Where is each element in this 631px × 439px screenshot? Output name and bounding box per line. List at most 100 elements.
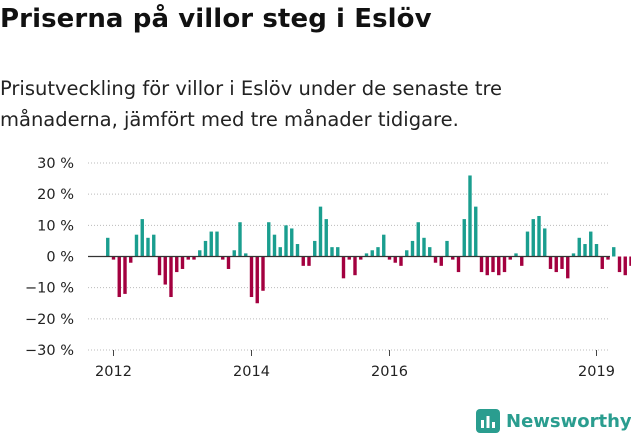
grid-lines <box>88 162 610 351</box>
bar <box>405 250 409 257</box>
bar <box>589 231 593 257</box>
bar <box>111 256 116 260</box>
bar <box>129 256 133 263</box>
bar <box>502 256 507 273</box>
bar <box>364 253 369 257</box>
bar <box>117 256 121 298</box>
bar <box>152 234 156 257</box>
x-tick-label: 2019 <box>578 364 615 380</box>
bar <box>439 256 443 266</box>
bar <box>336 247 340 257</box>
newsworthy-logo-icon <box>476 409 500 433</box>
bar <box>508 256 512 260</box>
bar <box>560 256 564 269</box>
bar <box>520 256 524 266</box>
bar <box>416 222 420 257</box>
bar <box>456 256 461 273</box>
y-tick-label: −10 % <box>25 281 74 297</box>
bar-chart: −30 % −20 % −10 % 0 % 10 % 20 % 30 % 2012 2014 2… <box>25 156 631 380</box>
bar <box>485 256 489 276</box>
bar <box>548 256 553 269</box>
bar <box>238 222 242 257</box>
y-tick-label: 30 % <box>37 156 74 172</box>
bar <box>399 256 403 266</box>
bar <box>612 247 616 257</box>
y-tick-label: −30 % <box>25 343 74 359</box>
bar <box>140 219 144 257</box>
bar <box>249 256 254 298</box>
bar <box>146 237 150 257</box>
bar <box>232 250 236 257</box>
bar <box>606 256 610 260</box>
bar <box>497 256 501 276</box>
bar <box>226 256 231 269</box>
bar <box>531 219 535 257</box>
bar <box>272 234 277 257</box>
bar <box>376 247 380 257</box>
bar <box>594 244 599 257</box>
bar <box>221 256 225 260</box>
bar <box>468 175 472 257</box>
bar <box>525 231 530 257</box>
bar <box>571 253 576 257</box>
y-tick-label: 10 % <box>37 218 74 234</box>
x-tick-label: 2016 <box>371 364 408 380</box>
bar <box>491 256 495 273</box>
y-tick-label: 0 % <box>46 250 74 266</box>
bar <box>134 234 139 257</box>
bar <box>290 228 294 257</box>
y-tick-label: 20 % <box>37 187 74 203</box>
bar <box>382 234 386 257</box>
bar <box>295 244 300 257</box>
bar <box>566 256 570 279</box>
bar <box>192 256 196 260</box>
bar <box>169 256 173 298</box>
bar <box>410 240 415 257</box>
bar <box>244 253 248 257</box>
bar <box>445 240 449 257</box>
newsworthy-logo: Newsworthy <box>476 406 631 436</box>
bar <box>330 247 334 257</box>
bar <box>347 256 351 260</box>
bar <box>180 256 185 269</box>
bar <box>163 256 167 285</box>
bar <box>474 206 478 257</box>
bar <box>462 219 466 257</box>
chart-title: Priserna på villor steg i Eslöv <box>0 4 432 34</box>
chart-subtitle: Prisutveckling för villor i Eslöv under … <box>0 77 503 131</box>
bar <box>370 250 374 257</box>
bar <box>617 256 622 273</box>
bar <box>428 247 432 257</box>
bar <box>284 225 288 257</box>
bar <box>387 256 392 260</box>
bar <box>106 237 110 257</box>
bar <box>307 256 311 266</box>
bar <box>313 240 317 257</box>
bar <box>583 244 587 257</box>
bar <box>186 256 190 260</box>
bar <box>215 231 219 257</box>
bar <box>324 219 328 257</box>
bar <box>267 222 271 257</box>
x-tick-label: 2014 <box>233 364 270 380</box>
bar <box>157 256 162 276</box>
bar <box>433 256 438 263</box>
bar <box>554 256 558 273</box>
bar <box>341 256 346 279</box>
bar <box>623 256 627 276</box>
y-axis: −30 % −20 % −10 % 0 % 10 % 20 % 30 % <box>25 156 74 359</box>
bar <box>543 228 547 257</box>
bars <box>106 175 631 304</box>
bar <box>422 237 426 257</box>
bar <box>479 256 484 273</box>
y-tick-label: −20 % <box>25 312 74 328</box>
bar <box>393 256 397 263</box>
x-tick-label: 2012 <box>95 364 132 380</box>
bar <box>278 247 282 257</box>
bar <box>255 256 259 304</box>
bar <box>577 237 581 257</box>
bar <box>209 231 213 257</box>
bar <box>123 256 127 294</box>
bar <box>451 256 455 260</box>
bar <box>514 253 518 257</box>
